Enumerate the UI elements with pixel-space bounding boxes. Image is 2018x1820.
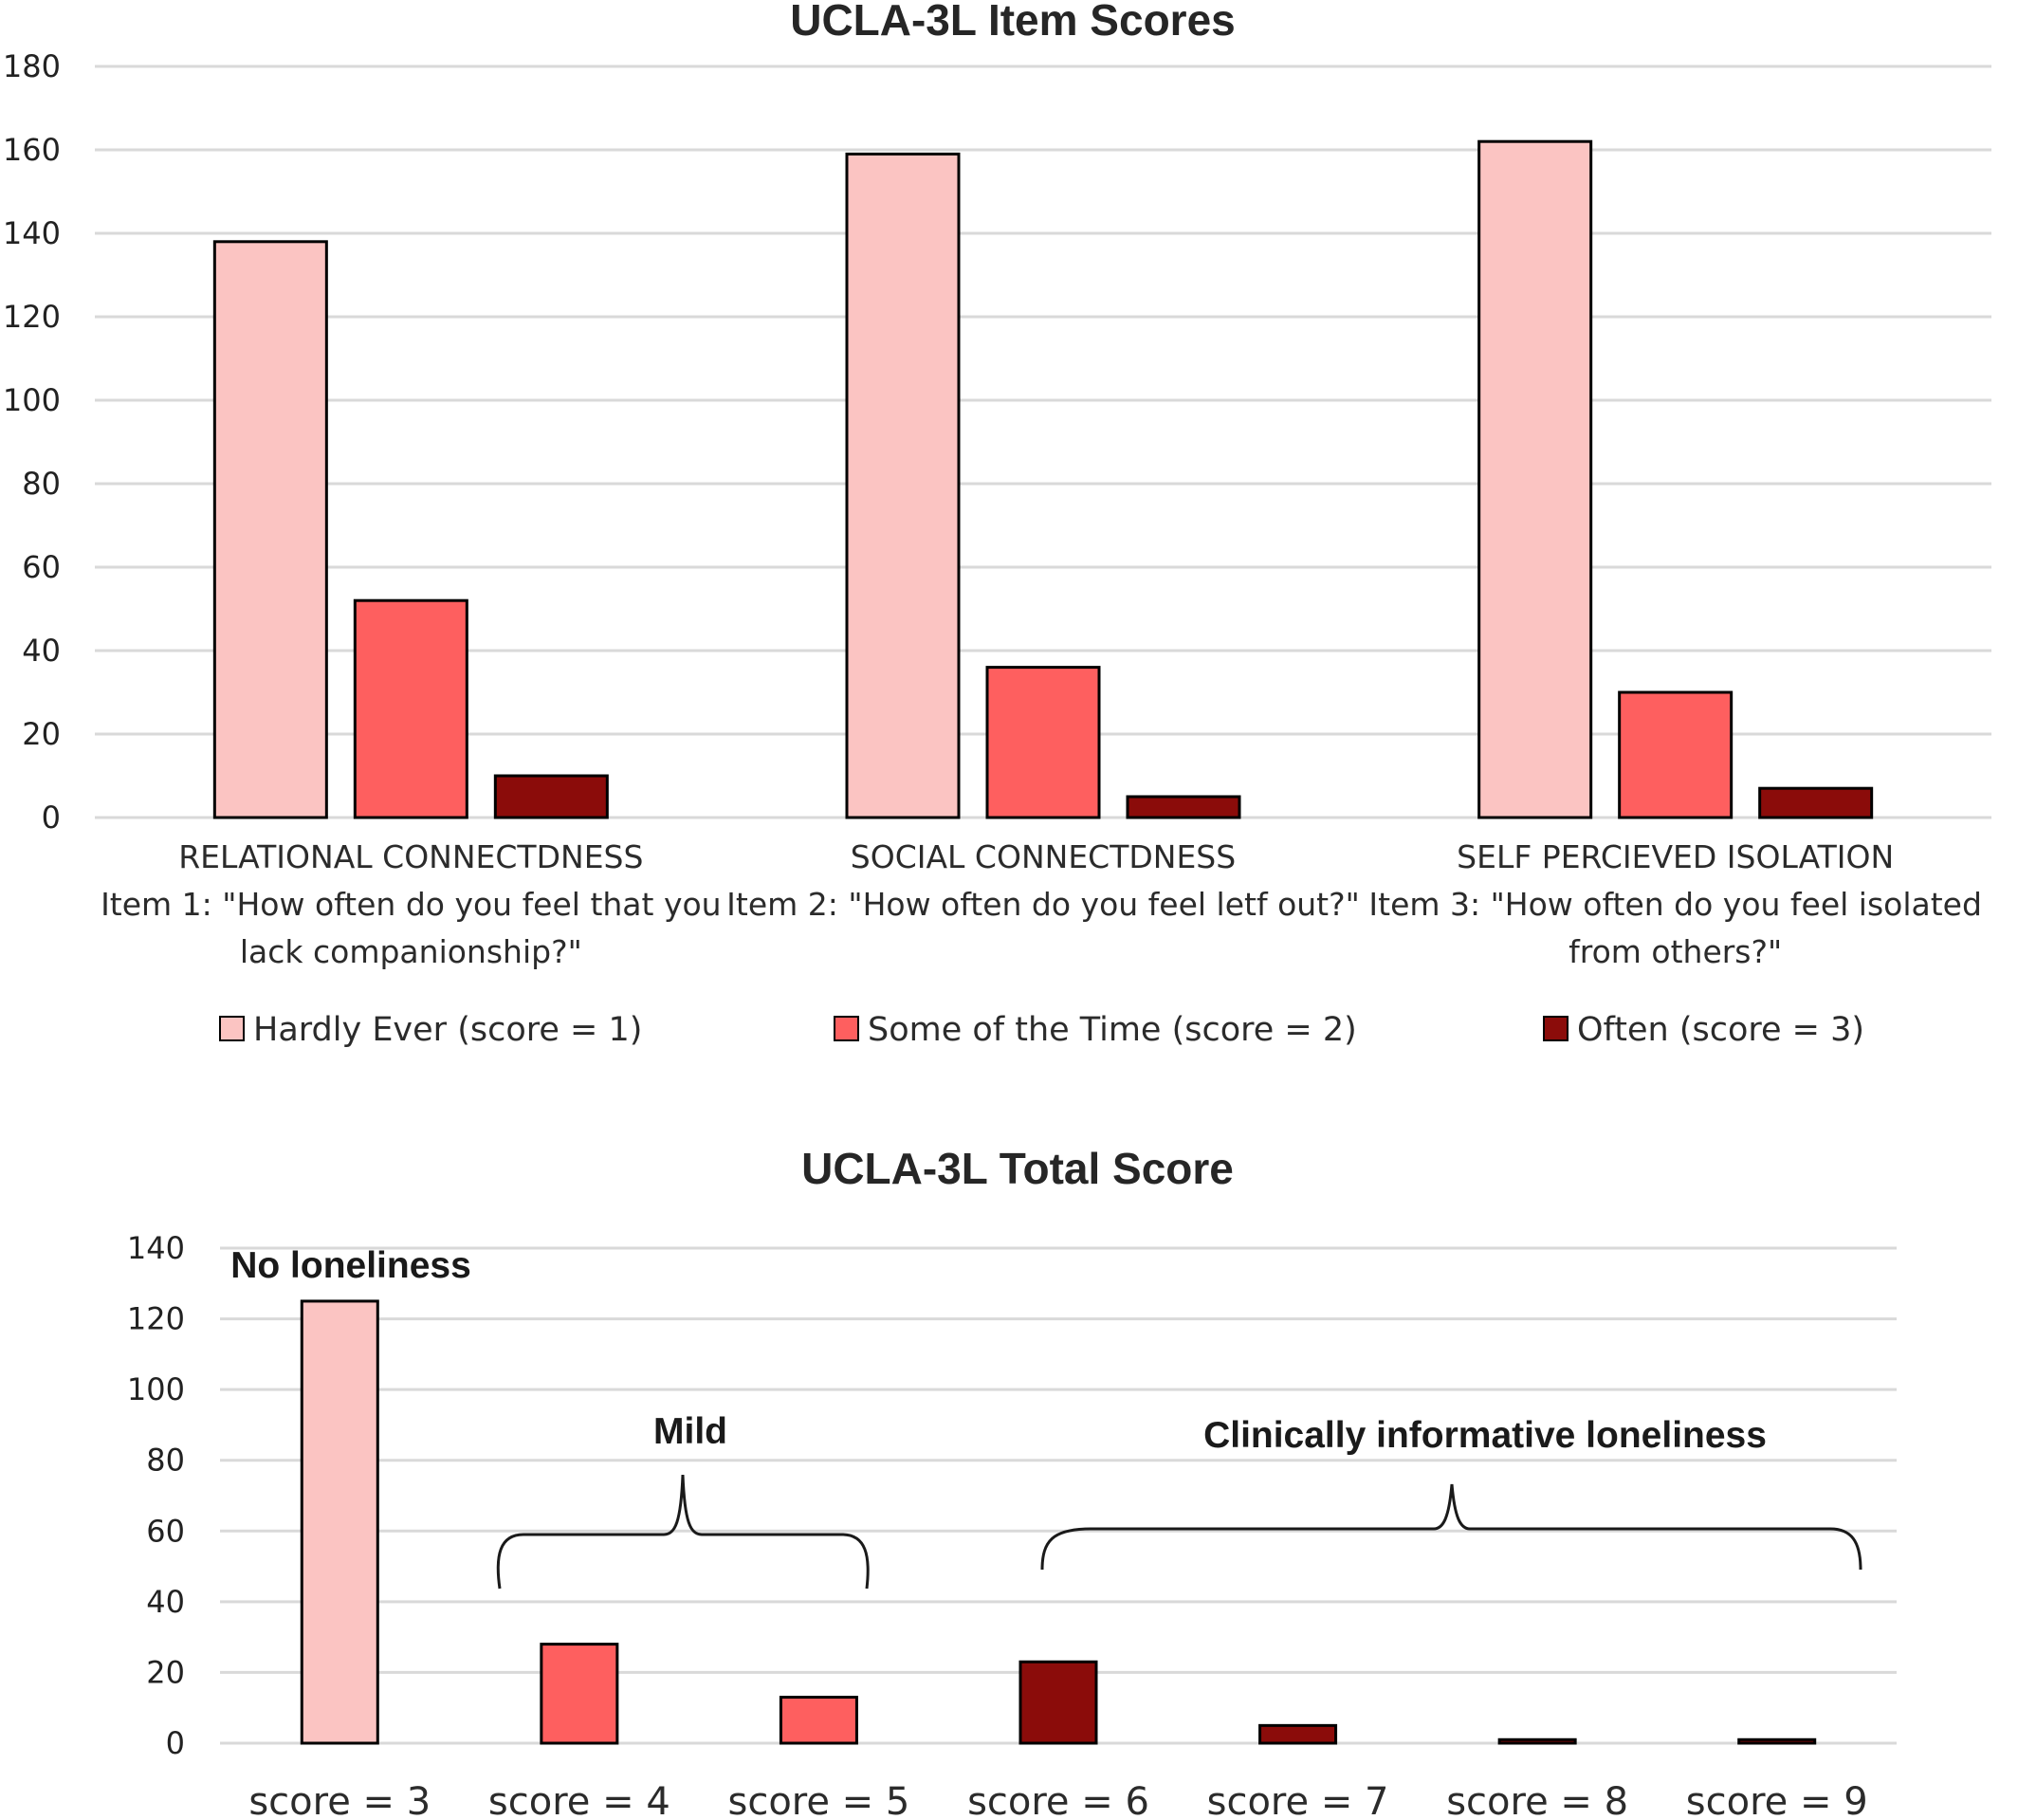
y-tick-label: 160: [3, 132, 61, 168]
brace-clinical: [1040, 1483, 1862, 1571]
legend-swatch: [834, 1016, 859, 1041]
chart2-title: UCLA-3L Total Score: [801, 1144, 1234, 1193]
y-tick-label: 120: [3, 299, 61, 335]
y-tick-label: 100: [3, 382, 61, 418]
bar: [1497, 1737, 1577, 1745]
bar: [540, 1643, 619, 1745]
category-label: score = 4: [488, 1780, 670, 1820]
y-tick-label: 80: [146, 1443, 185, 1479]
category-label: score = 3: [248, 1780, 431, 1820]
y-tick-label: 20: [146, 1654, 185, 1690]
bar: [1018, 1660, 1098, 1745]
category-label: Item 2: "How often do you feel letf out?…: [726, 886, 1360, 923]
legend-item: Hardly Ever (score = 1): [219, 1011, 642, 1049]
category-label: SELF PERCIEVED ISOLATION: [1457, 838, 1894, 875]
legend-swatch: [1543, 1016, 1569, 1041]
y-tick-label: 140: [127, 1230, 185, 1266]
bar: [1258, 1723, 1338, 1745]
item-scores-chart: UCLA-3L Item Scores 0 20 40 60 80 100 120 140 16…: [3, 0, 1991, 1049]
bar: [1618, 690, 1734, 819]
chart1-title: UCLA-3L Item Scores: [790, 0, 1236, 45]
category-label: score = 8: [1446, 1780, 1628, 1820]
annotation-mild: Mild: [653, 1411, 727, 1452]
bar: [353, 598, 468, 819]
bar: [1737, 1737, 1817, 1745]
category-label: Item 3: "How often do you feel isolated: [1368, 886, 1982, 923]
bar: [212, 240, 328, 819]
category-label: RELATIONAL CONNECTDNESS: [178, 838, 643, 875]
annotations: No loneliness Mild Clinically informativ…: [230, 1245, 1862, 1590]
category-label: score = 6: [967, 1780, 1149, 1820]
bar: [493, 774, 609, 819]
bar: [1758, 786, 1874, 819]
bar: [1477, 139, 1593, 819]
category-label: score = 9: [1686, 1780, 1868, 1820]
annotation-clinical: Clinically informative loneliness: [1203, 1415, 1767, 1456]
category-label: score = 7: [1207, 1780, 1389, 1820]
y-tick-label: 140: [3, 215, 61, 251]
bar: [1126, 795, 1241, 819]
y-tick-label: 40: [146, 1584, 185, 1620]
category-label: SOCIAL CONNECTDNESS: [851, 838, 1236, 875]
y-tick-label: 20: [22, 716, 61, 752]
y-tick-label: 0: [42, 800, 61, 836]
legend-swatch: [219, 1016, 245, 1041]
annotation-no-loneliness: No loneliness: [230, 1245, 471, 1286]
category-label: Item 1: "How often do you feel that you: [101, 886, 722, 923]
y-tick-label: 180: [3, 48, 61, 84]
legend-label: Some of the Time (score = 2): [868, 1011, 1357, 1049]
bar: [845, 152, 961, 819]
bar: [985, 666, 1101, 819]
legend-item: Some of the Time (score = 2): [834, 1011, 1357, 1049]
y-tick-label: 120: [127, 1301, 185, 1337]
brace-mild: [496, 1474, 870, 1590]
category-label: lack companionship?": [240, 933, 582, 970]
legend-item: Often (score = 3): [1543, 1011, 1864, 1049]
y-tick-label: 60: [146, 1513, 185, 1549]
total-score-chart: UCLA-3L Total Score 0 20 40 60 80 100 120 140 s…: [127, 1144, 1897, 1820]
y-tick-label: 60: [22, 549, 61, 585]
bar: [779, 1696, 858, 1745]
legend-label: Hardly Ever (score = 1): [253, 1011, 642, 1049]
legend-label: Often (score = 3): [1577, 1011, 1864, 1049]
y-tick-label: 0: [166, 1725, 185, 1761]
y-tick-label: 80: [22, 466, 61, 502]
y-tick-label: 40: [22, 633, 61, 669]
bar: [300, 1299, 379, 1745]
category-label: score = 5: [727, 1780, 909, 1820]
y-tick-label: 100: [127, 1371, 185, 1407]
category-label: from others?": [1569, 933, 1782, 970]
